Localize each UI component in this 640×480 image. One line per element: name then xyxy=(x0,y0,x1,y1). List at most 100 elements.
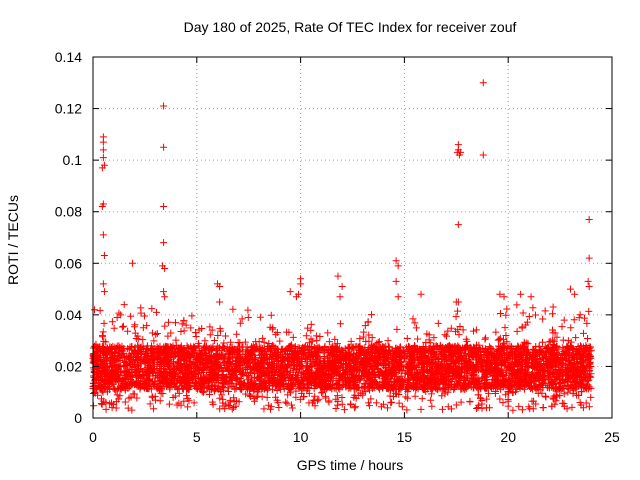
data-point xyxy=(243,383,251,391)
data-point xyxy=(479,362,487,370)
data-point xyxy=(325,338,333,346)
data-point xyxy=(127,312,135,320)
data-point xyxy=(247,393,255,401)
data-point xyxy=(243,376,251,384)
data-point xyxy=(430,334,438,342)
data-point xyxy=(100,319,108,327)
data-point xyxy=(216,325,224,333)
data-point xyxy=(110,324,118,332)
data-point xyxy=(341,345,349,353)
data-point xyxy=(482,334,490,342)
data-point xyxy=(361,388,369,396)
data-point xyxy=(297,362,305,370)
data-point xyxy=(149,394,157,402)
data-point xyxy=(367,395,375,403)
data-point xyxy=(368,311,376,319)
data-point xyxy=(238,315,246,323)
data-point xyxy=(264,385,272,393)
data-point xyxy=(113,313,121,321)
data-point xyxy=(441,331,449,339)
data-point xyxy=(560,390,568,398)
data-point xyxy=(462,335,470,343)
data-point xyxy=(398,403,406,411)
data-point xyxy=(501,324,509,332)
data-point xyxy=(249,385,257,393)
data-point xyxy=(190,399,198,407)
data-point xyxy=(447,324,455,332)
data-point xyxy=(386,392,394,400)
data-point xyxy=(241,338,249,346)
data-point xyxy=(311,392,319,400)
data-point xyxy=(570,316,578,324)
data-point xyxy=(426,346,434,354)
data-point xyxy=(345,343,353,351)
data-point xyxy=(305,339,313,347)
data-point xyxy=(265,379,273,387)
data-point xyxy=(554,354,562,362)
data-point xyxy=(168,374,176,382)
data-point xyxy=(519,309,527,317)
data-point xyxy=(222,365,230,373)
data-point xyxy=(164,332,172,340)
data-point xyxy=(275,403,283,411)
data-point xyxy=(455,331,463,339)
data-point xyxy=(423,330,431,338)
data-point xyxy=(222,332,230,340)
data-point xyxy=(377,403,385,411)
data-point xyxy=(93,363,101,371)
data-point xyxy=(260,338,268,346)
data-point xyxy=(329,350,337,358)
data-point xyxy=(124,404,132,412)
data-point xyxy=(276,376,284,384)
data-point xyxy=(474,379,482,387)
data-point xyxy=(177,401,185,409)
data-point xyxy=(452,313,460,321)
data-point xyxy=(177,327,185,335)
data-point xyxy=(384,404,392,412)
data-point xyxy=(90,306,98,314)
data-point xyxy=(148,305,156,313)
data-point xyxy=(515,402,523,410)
data-point xyxy=(273,353,281,361)
data-point xyxy=(475,401,483,409)
data-point xyxy=(224,388,232,396)
data-point xyxy=(172,383,180,391)
data-point xyxy=(459,326,467,334)
data-point xyxy=(276,337,284,345)
grid-lines xyxy=(93,57,612,418)
data-point xyxy=(483,395,491,403)
data-point xyxy=(559,336,567,344)
data-point xyxy=(176,345,184,353)
data-point xyxy=(331,335,339,343)
data-point xyxy=(192,329,200,337)
data-point xyxy=(256,313,264,321)
data-point xyxy=(212,377,220,385)
data-point xyxy=(208,353,216,361)
data-point xyxy=(414,335,422,343)
data-point xyxy=(180,327,188,335)
data-point xyxy=(90,402,98,410)
data-point xyxy=(470,376,478,384)
data-point xyxy=(568,403,576,411)
data-point xyxy=(268,385,276,393)
data-point xyxy=(345,385,353,393)
data-point xyxy=(397,378,405,386)
data-point xyxy=(283,399,291,407)
data-point xyxy=(428,390,436,398)
data-point xyxy=(236,383,244,391)
data-point xyxy=(472,353,480,361)
data-point xyxy=(236,339,244,347)
data-point xyxy=(383,378,391,386)
data-point xyxy=(114,376,122,384)
data-point xyxy=(126,365,134,373)
data-point xyxy=(529,385,537,393)
data-point xyxy=(503,305,511,313)
data-point xyxy=(464,380,472,388)
data-point xyxy=(180,397,188,405)
data-point xyxy=(165,400,173,408)
data-point xyxy=(444,363,452,371)
data-point xyxy=(198,375,206,383)
data-point xyxy=(449,343,457,351)
data-point xyxy=(321,392,329,400)
data-point xyxy=(222,400,230,408)
